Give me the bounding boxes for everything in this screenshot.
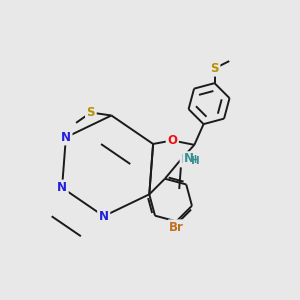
Text: N: N: [184, 152, 194, 166]
Text: N: N: [99, 210, 109, 223]
Text: N: N: [57, 181, 67, 194]
Text: S: S: [87, 106, 95, 119]
Text: H: H: [188, 154, 197, 165]
Text: H: H: [191, 156, 200, 166]
Text: N: N: [57, 181, 67, 194]
Text: N: N: [61, 131, 71, 144]
Text: O: O: [167, 134, 177, 147]
Text: S: S: [210, 62, 219, 75]
Text: N: N: [181, 153, 191, 166]
Text: N: N: [99, 210, 109, 223]
Text: S: S: [87, 106, 95, 119]
Text: O: O: [167, 134, 177, 147]
Text: S: S: [210, 62, 219, 75]
Text: N: N: [61, 131, 71, 144]
Text: Br: Br: [169, 221, 184, 234]
